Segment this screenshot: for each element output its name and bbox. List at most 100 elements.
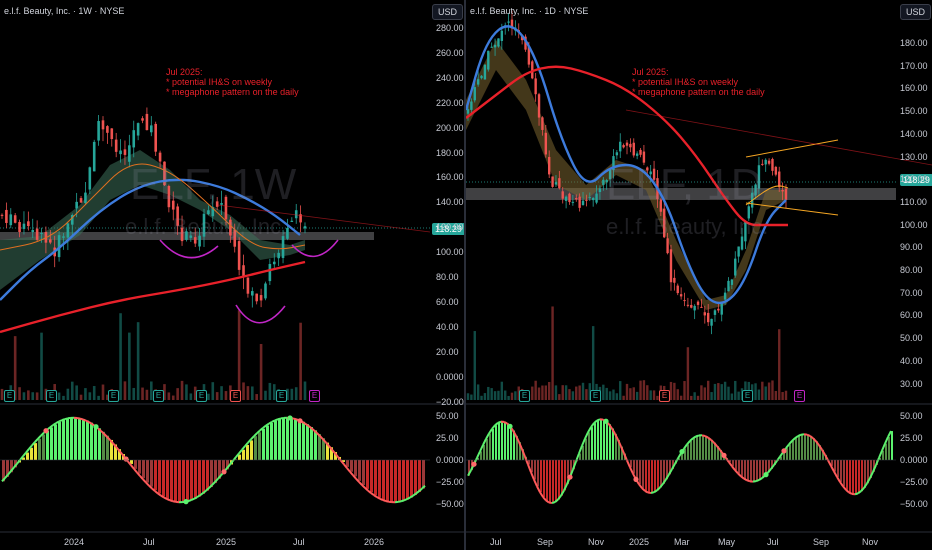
left-osc-line xyxy=(343,463,348,469)
left-osc-hist-bar xyxy=(310,427,313,460)
left-osc-line xyxy=(199,492,204,497)
left-osc-hist-bar xyxy=(370,460,373,493)
right-osc-line xyxy=(866,477,871,484)
left-earnings-marker[interactable]: E xyxy=(196,390,207,402)
right-earnings-marker[interactable]: E xyxy=(519,390,530,402)
right-candle-body xyxy=(754,184,757,196)
weekly-chart-panel[interactable]: ELF, 1W e.l.f. Beauty, Inc. e.l.f. Beaut… xyxy=(0,0,464,550)
left-price-tick: 20.00 xyxy=(436,346,459,357)
left-volume-bar xyxy=(171,395,175,400)
right-volume-bar xyxy=(778,329,781,400)
right-volume-bar xyxy=(507,395,510,400)
left-candle-body xyxy=(92,141,96,172)
left-candle-body xyxy=(0,214,4,216)
left-osc-hist-bar xyxy=(290,417,293,460)
left-osc-hist-bar xyxy=(134,460,137,469)
left-osc-hist-bar xyxy=(226,460,229,470)
left-osc-line xyxy=(130,464,135,470)
right-time-tick: Nov xyxy=(862,537,879,547)
right-candle-body xyxy=(757,165,761,189)
right-osc-line xyxy=(884,436,889,445)
panel-divider[interactable] xyxy=(464,0,466,550)
left-earnings-marker[interactable]: E xyxy=(4,390,15,402)
right-volume-bar xyxy=(703,387,707,400)
left-volume-bar xyxy=(97,395,100,400)
left-osc-line xyxy=(145,481,150,487)
right-osc-hist-bar xyxy=(621,446,623,460)
left-candle-body xyxy=(132,130,136,148)
right-candle-body xyxy=(744,222,747,242)
daily-chart-canvas[interactable] xyxy=(466,0,932,550)
left-volume-bar xyxy=(299,322,302,400)
left-osc-line xyxy=(202,489,207,494)
left-osc-hist-bar xyxy=(70,417,73,460)
right-osc-signal-dot xyxy=(507,423,513,429)
right-osc-hist-bar xyxy=(729,460,731,463)
left-earnings-marker[interactable]: E xyxy=(309,390,320,402)
daily-annotation[interactable]: Jul 2025: * potential IH&S on weekly * m… xyxy=(632,67,765,97)
right-volume-bar xyxy=(483,393,487,400)
right-candle-body xyxy=(527,46,531,65)
left-earnings-marker[interactable]: E xyxy=(46,390,57,402)
left-earnings-marker[interactable]: E xyxy=(230,390,241,402)
right-volume-bar xyxy=(497,390,500,400)
right-earnings-marker[interactable]: E xyxy=(659,390,670,402)
daily-chart-panel[interactable]: ELF, 1D e.l.f. Beauty, Inc. e.l.f. Beaut… xyxy=(466,0,932,550)
left-osc-line xyxy=(256,429,261,434)
right-osc-line xyxy=(494,422,499,427)
left-earnings-marker[interactable]: E xyxy=(153,390,164,402)
right-osc-line xyxy=(860,487,865,492)
right-candle-body xyxy=(571,201,575,203)
right-earnings-marker[interactable]: E xyxy=(794,390,805,402)
right-osc-line xyxy=(521,448,526,458)
left-osc-hist-bar xyxy=(10,460,13,473)
right-volume-bar xyxy=(734,380,737,400)
right-osc-line xyxy=(641,487,646,492)
right-osc-hist-bar xyxy=(813,438,815,460)
right-osc-hist-bar xyxy=(810,435,812,460)
right-osc-hist-bar xyxy=(678,458,680,460)
left-osc-line xyxy=(421,484,426,490)
right-osc-signal-dot xyxy=(781,448,787,454)
right-price-tick: 50.00 xyxy=(900,333,923,344)
right-candle-body xyxy=(666,238,669,254)
left-osc-hist-bar xyxy=(58,422,61,460)
left-candle-body xyxy=(215,201,219,207)
left-volume-bar xyxy=(84,388,87,400)
left-candle-body xyxy=(150,125,153,133)
left-volume-bar xyxy=(101,384,105,400)
left-volume-bar xyxy=(167,392,171,400)
right-osc-line xyxy=(503,420,508,425)
right-osc-hist-bar xyxy=(801,434,803,460)
right-candle-body xyxy=(717,308,720,311)
left-candle-body xyxy=(62,236,65,238)
left-earnings-marker[interactable]: E xyxy=(276,390,287,402)
left-osc-tick: −50.00 xyxy=(436,499,464,509)
left-volume-bar xyxy=(189,393,193,400)
right-osc-line xyxy=(512,430,517,437)
weekly-annotation-line-1: Jul 2025: xyxy=(166,67,203,77)
right-candle-body xyxy=(764,159,767,165)
right-candle-body xyxy=(771,158,774,171)
left-osc-line xyxy=(100,430,105,435)
left-osc-signal-dot xyxy=(287,415,293,421)
right-osc-hist-bar xyxy=(543,460,545,498)
weekly-annotation[interactable]: Jul 2025: * potential IH&S on weekly * m… xyxy=(166,67,299,97)
right-osc-line xyxy=(656,486,661,492)
weekly-currency-button[interactable]: USD xyxy=(432,4,464,20)
left-osc-line xyxy=(355,477,360,483)
left-price-tick: 260.00 xyxy=(436,47,464,58)
right-earnings-marker[interactable]: E xyxy=(742,390,753,402)
left-osc-line xyxy=(241,445,246,451)
right-earnings-marker[interactable]: E xyxy=(590,390,601,402)
right-osc-line xyxy=(650,491,655,494)
left-osc-line xyxy=(7,470,12,476)
right-volume-bar xyxy=(632,387,635,400)
daily-currency-button[interactable]: USD xyxy=(900,4,932,20)
left-earnings-marker[interactable]: E xyxy=(108,390,119,402)
left-candle-body xyxy=(286,228,289,239)
left-candle-body xyxy=(207,210,210,215)
left-candle-body xyxy=(79,198,83,203)
left-osc-hist-bar xyxy=(294,418,297,460)
left-candle-body xyxy=(193,237,197,244)
